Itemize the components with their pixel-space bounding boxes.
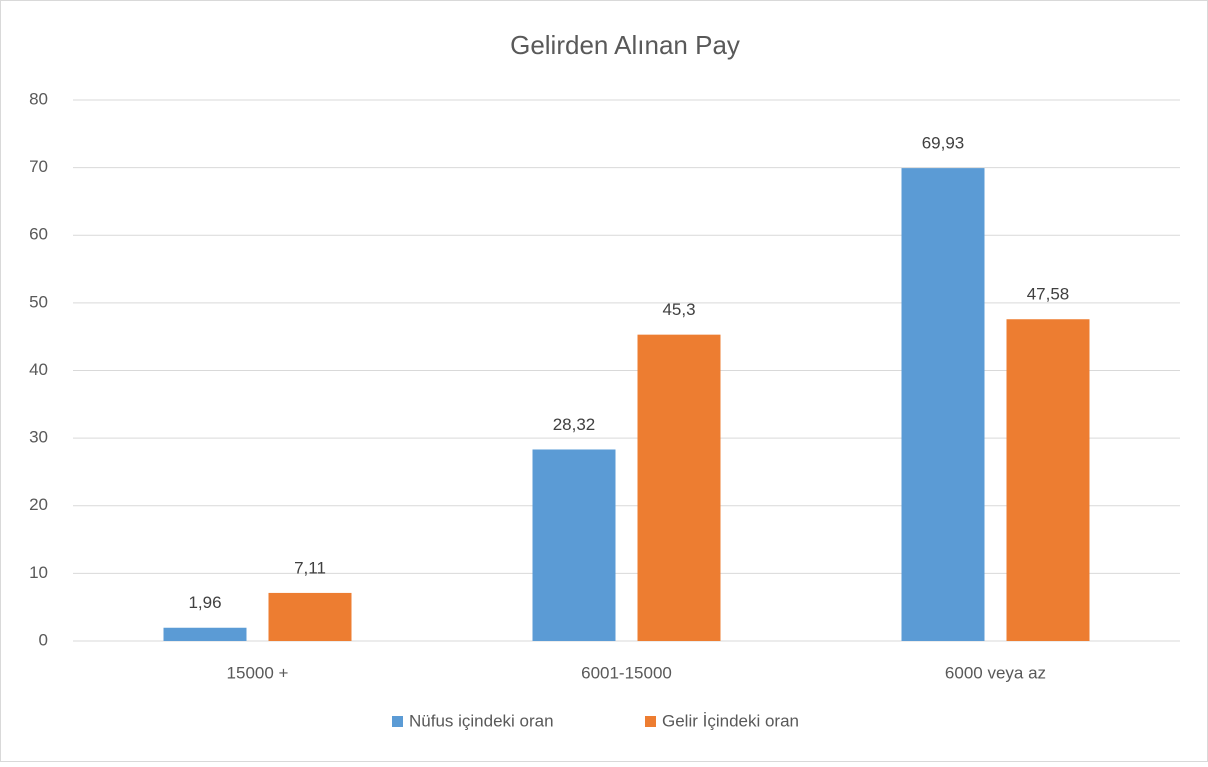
y-tick-label: 60 (29, 225, 48, 244)
bar (637, 334, 721, 641)
bar (268, 592, 352, 641)
bar (901, 168, 985, 641)
y-tick-label: 70 (29, 157, 48, 176)
x-tick-label: 15000 + (227, 663, 289, 682)
bar (163, 627, 247, 641)
y-tick-label: 20 (29, 495, 48, 514)
x-tick-label: 6001-15000 (581, 663, 672, 682)
legend-label: Nüfus içindeki oran (409, 711, 554, 730)
data-label: 28,32 (553, 415, 596, 434)
y-tick-label: 0 (39, 630, 48, 649)
data-label: 45,3 (662, 300, 695, 319)
data-label: 7,11 (294, 558, 326, 577)
y-tick-label: 80 (29, 89, 48, 108)
data-label: 69,93 (922, 134, 965, 153)
y-tick-label: 30 (29, 428, 48, 447)
x-tick-label: 6000 veya az (945, 663, 1046, 682)
data-label: 47,58 (1027, 285, 1070, 304)
data-label: 1,96 (188, 593, 221, 612)
legend-label: Gelir İçindeki oran (662, 711, 799, 730)
bar (532, 449, 616, 641)
legend-swatch (392, 716, 403, 727)
chart-title: Gelirden Alınan Pay (510, 30, 740, 60)
legend-swatch (645, 716, 656, 727)
y-tick-label: 50 (29, 292, 48, 311)
y-tick-label: 10 (29, 563, 48, 582)
bar (1006, 319, 1090, 641)
y-tick-label: 40 (29, 360, 48, 379)
